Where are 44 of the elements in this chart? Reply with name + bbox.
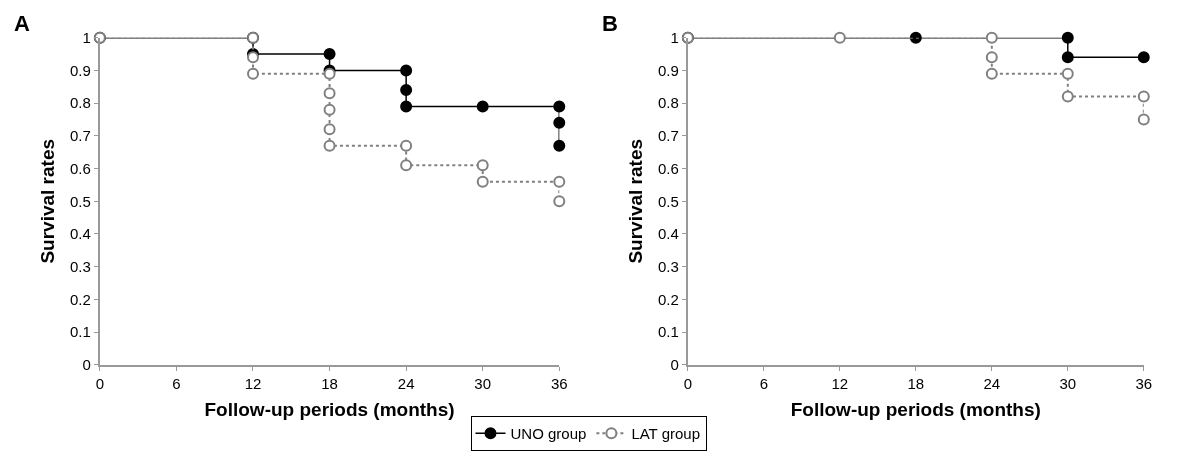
y-tick-label: 0.6 [70, 159, 91, 177]
y-tick-label: 0.8 [658, 94, 679, 112]
y-tick-label: 0.7 [70, 127, 91, 145]
x-tick-label: 6 [759, 374, 769, 392]
y-tick-label: 0.4 [658, 225, 679, 243]
x-tick-label: 18 [907, 374, 925, 392]
y-axis-title: Survival rates [37, 138, 59, 264]
y-tick-label: 0 [82, 356, 91, 374]
x-tick-label: 30 [1059, 374, 1077, 392]
y-tick-label: 0.8 [70, 94, 91, 112]
x-tick-label: 36 [550, 374, 568, 392]
legend-label: LAT group [631, 425, 701, 443]
x-tick-label: 30 [474, 374, 492, 392]
y-tick-label: 0.4 [70, 225, 91, 243]
legend-label: UNO group [510, 425, 587, 443]
x-tick-label: 0 [683, 374, 693, 392]
y-tick-label: 0.5 [658, 192, 679, 210]
y-tick-label: 0.2 [70, 290, 91, 308]
y-axis-title: Survival rates [625, 138, 647, 264]
x-tick-label: 18 [321, 374, 338, 392]
y-tick-label: 0.7 [658, 127, 679, 145]
y-tick-label: 0.3 [70, 257, 91, 275]
x-tick-label: 24 [397, 374, 415, 392]
y-tick-label: 1 [670, 28, 679, 46]
x-axis-title: Follow-up periods (months) [790, 399, 1041, 421]
y-tick-label: 0.9 [658, 61, 679, 79]
y-tick-label: 0 [670, 356, 679, 374]
y-tick-label: 1 [82, 28, 91, 46]
x-axis-title: Follow-up periods (months) [204, 399, 455, 421]
x-tick-label: 12 [831, 374, 849, 392]
y-tick-label: 0.1 [70, 323, 91, 341]
x-tick-label: 36 [1135, 374, 1153, 392]
y-tick-label: 0.3 [658, 257, 679, 275]
x-tick-label: 6 [172, 374, 181, 392]
y-tick-label: 0.1 [658, 323, 679, 341]
x-tick-label: 12 [244, 374, 262, 392]
x-tick-label: 24 [983, 374, 1001, 392]
chart-title: A [14, 11, 30, 36]
y-tick-label: 0.2 [658, 290, 679, 308]
y-tick-label: 0.9 [70, 61, 91, 79]
y-tick-label: 0.5 [70, 192, 91, 210]
chart-title: B [602, 11, 618, 36]
y-tick-label: 0.6 [658, 159, 679, 177]
x-tick-label: 0 [95, 374, 105, 392]
